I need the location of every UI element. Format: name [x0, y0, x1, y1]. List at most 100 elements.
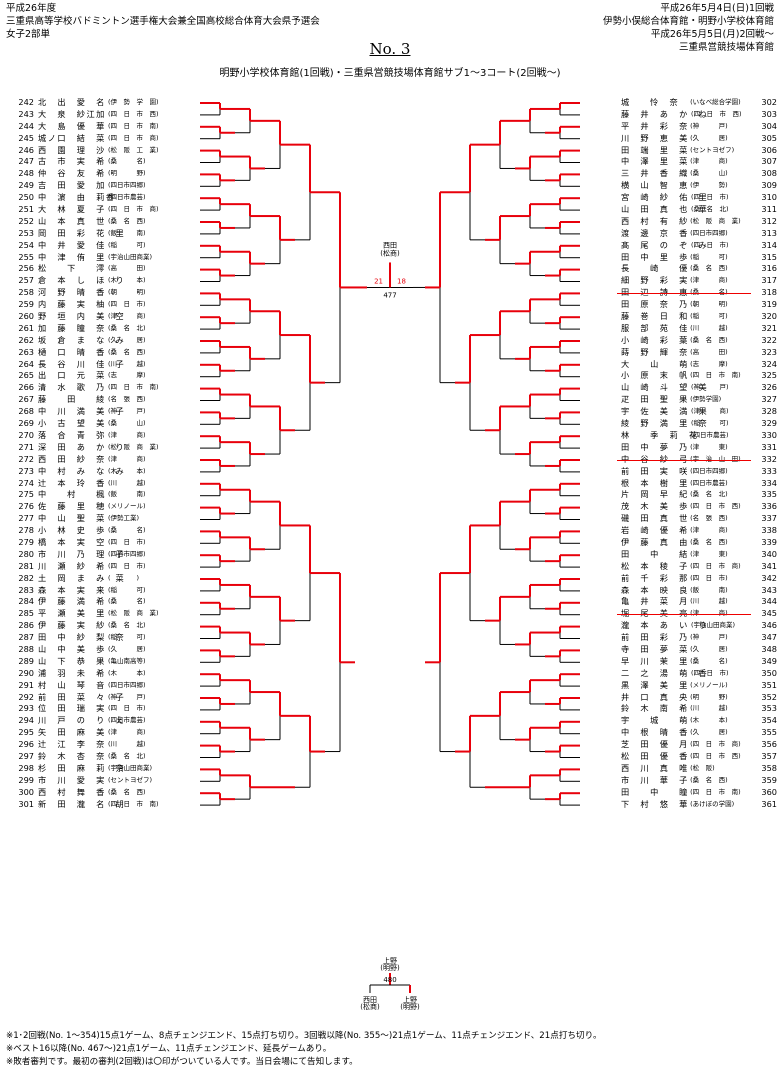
- player-number: 254: [18, 239, 34, 250]
- player-number: 308: [761, 168, 777, 179]
- player-school: (宇治山田商業): [691, 621, 736, 630]
- player-school: (飯 南): [690, 585, 728, 594]
- player-row: 宇 佐 美 満 果 (津 商) 328: [577, 406, 777, 418]
- player-school: (宇治山田商業): [108, 763, 153, 772]
- player-row: 287 田 中 紗 梨 奈 (稲 可): [4, 632, 200, 644]
- player-number: 245: [18, 132, 34, 143]
- player-school: (桑 名 西): [108, 787, 146, 796]
- player-school: (川 越): [108, 359, 146, 368]
- player-school: (四 日 市 南): [108, 383, 159, 392]
- player-number: 357: [761, 750, 777, 761]
- player-name: 中 山 聖 菜: [38, 513, 106, 524]
- player-school: (飯 南): [108, 490, 146, 499]
- player-number: 345: [761, 608, 777, 619]
- player-row: 298 杉 田 麻 莉 奈 (宇治山田商業): [4, 763, 200, 775]
- player-row: 280 市 川 乃 理 子 (四日市四郷): [4, 549, 200, 561]
- player-name: 中 川 満 美 子: [38, 406, 126, 417]
- player-name: 松 下 澪: [38, 263, 106, 274]
- player-school: (神 戸): [108, 692, 146, 701]
- player-name: 前 田 彩 乃: [621, 632, 689, 643]
- player-number: 250: [18, 192, 34, 203]
- player-school: (津 商): [108, 430, 146, 439]
- player-number: 348: [761, 643, 777, 654]
- player-number: 304: [761, 120, 777, 131]
- player-row: 田 中 里 歩 (稲 可) 315: [577, 252, 777, 264]
- player-name: 大 林 夏 子: [38, 204, 106, 215]
- player-school: (桑 名 西): [690, 264, 728, 273]
- player-number: 326: [761, 382, 777, 393]
- player-school: (稲 可): [690, 312, 728, 321]
- player-school: (稲 可): [108, 585, 146, 594]
- player-school: (四 日 市 商): [690, 740, 741, 749]
- player-name: 出 口 元 菜: [38, 370, 106, 381]
- player-row: 260 野 垣 内 美 空 (津 商): [4, 311, 200, 323]
- player-school: (高 田): [108, 264, 146, 273]
- player-school: (木 本): [690, 716, 728, 725]
- player-row: 川 野 恵 美 (久 居) 305: [577, 133, 777, 145]
- player-number: 311: [761, 204, 777, 215]
- player-row: 244 大 島 優 華 (四 日 市 南): [4, 121, 200, 133]
- player-number: 306: [761, 144, 777, 155]
- player-row: 294 川 戸 の り え (四日市農芸): [4, 715, 200, 727]
- player-name: 小 原 末 帆: [621, 370, 689, 381]
- player-name: 辻 江 李 奈: [38, 739, 106, 750]
- header-date1: 平成26年5月4日(日)1回戦: [660, 3, 774, 14]
- player-name: 小 古 望 美: [38, 418, 106, 429]
- player-row: 272 西 田 紗 奈 (津 商): [4, 454, 200, 466]
- player-row: 宇 城 萌 (木 本) 354: [577, 715, 777, 727]
- player-name: 田 中 結: [621, 548, 689, 559]
- player-school: (川 越): [690, 597, 728, 606]
- player-school: (神 戸): [690, 633, 728, 642]
- player-school: (桑 山): [108, 419, 146, 428]
- player-row: 291 村 山 琴 音 (四日市四郷): [4, 680, 200, 692]
- player-number: 263: [18, 346, 34, 357]
- header-tournament: 三重県高等学校バドミントン選手権大会兼全国高校総合体育大会県予選会: [6, 16, 320, 27]
- player-row: 髙 尾 の ぞ み (四 日 市) 314: [577, 240, 777, 252]
- player-row: 井 口 真 央 (明 野) 352: [577, 692, 777, 704]
- player-row: 岩 崎 優 希 (津 商) 338: [577, 525, 777, 537]
- player-row: 275 中 村 楓 (飯 南): [4, 489, 200, 501]
- player-school: (稲 可): [690, 252, 728, 261]
- player-name: 田 原 奈 乃: [621, 299, 689, 310]
- player-number: 354: [761, 715, 777, 726]
- final-winner-name: 西田: [383, 241, 397, 249]
- footnotes: ※1･2回戦(No. 1～354)15点1ゲーム、8点チェンジエンド、15点打ち…: [6, 1030, 602, 1069]
- player-number: 259: [18, 299, 34, 310]
- player-row: 279 橋 本 実 空 (四 日 市): [4, 537, 200, 549]
- player-row: 鈴 木 南 希 (川 越) 353: [577, 703, 777, 715]
- player-row: 253 岡 田 彩 花 里 (飯 南): [4, 228, 200, 240]
- player-number: 268: [18, 406, 34, 417]
- player-row: 278 小 林 史 歩 (桑 名): [4, 525, 200, 537]
- player-school: (桑 名): [108, 597, 146, 606]
- player-school: (四 日 市 商): [108, 205, 159, 214]
- player-school: (四日市四郷): [108, 549, 146, 558]
- player-school: (伊 勢): [690, 181, 728, 190]
- player-row: 251 大 林 夏 子 (四 日 市 商): [4, 204, 200, 216]
- player-school: (四日市四郷): [690, 228, 728, 237]
- player-number: 346: [761, 620, 777, 631]
- player-row: 市 川 華 子 (桑 名 西) 359: [577, 775, 777, 787]
- player-number: 342: [761, 572, 777, 583]
- player-row: 264 長 谷 川 佳 子 (川 越): [4, 359, 200, 371]
- player-school: (宇治山田商業): [108, 252, 153, 261]
- player-row: 250 中 濵 由 莉香 (四日市農芸): [4, 192, 200, 204]
- player-number: 278: [18, 525, 34, 536]
- player-row: 西 村 有 紗 (松 阪 商 業) 312: [577, 216, 777, 228]
- player-school: (四日市四郷): [690, 466, 728, 475]
- player-name: 田 中 里 歩: [621, 251, 689, 262]
- player-row: 266 清 水 歌 乃 (四 日 市 南): [4, 382, 200, 394]
- player-school: (神 戸): [108, 407, 146, 416]
- player-number: 339: [761, 536, 777, 547]
- player-name: 吉 田 愛 加: [38, 180, 106, 191]
- player-number: 261: [18, 322, 34, 333]
- player-school: (亀山南高等): [108, 656, 146, 665]
- player-row: 284 伊 藤 満 希 (桑 名): [4, 596, 200, 608]
- player-name: 鈴 木 南 希: [621, 703, 689, 714]
- player-name: 田 中 瞳: [621, 786, 689, 797]
- player-school: (メリノール): [690, 680, 728, 689]
- player-number: 265: [18, 370, 34, 381]
- player-name: 藤 井 あ か ね: [621, 108, 709, 119]
- player-number: 256: [18, 263, 34, 274]
- player-number: 270: [18, 429, 34, 440]
- player-row: 亀 井 菜 月 (川 越) 344: [577, 596, 777, 608]
